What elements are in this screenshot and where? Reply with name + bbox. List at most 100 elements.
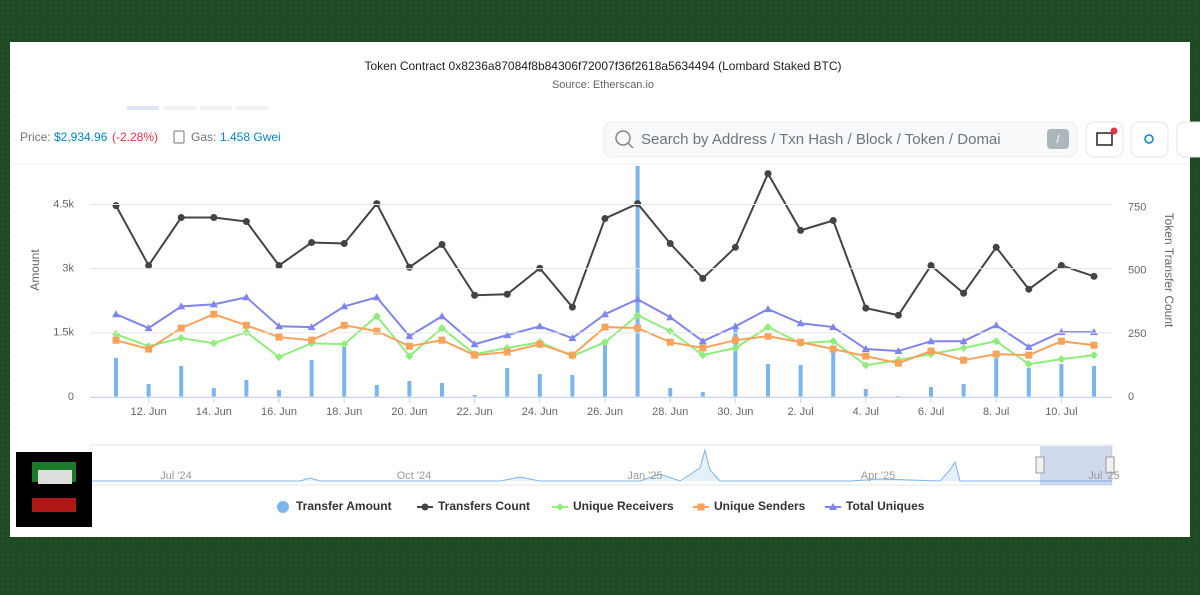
marker [797,338,805,346]
title: Token Contract 0x8236a87084f8b84306f7200… [364,59,841,73]
x-tick-label: 8. Jul [983,406,1009,418]
marker [992,350,1000,358]
x-tick-label: 30. Jun [717,406,753,418]
tab [164,106,196,110]
marker [894,359,902,367]
marker [1090,272,1098,280]
navigator-sparkline [90,448,1112,482]
x-tick-label: 24. Jun [522,406,558,418]
marker [634,324,642,332]
x-tick-label: 6. Jul [918,406,944,418]
marker [960,289,968,297]
navigator-selection[interactable] [1040,446,1112,485]
y2-tick-label: 750 [1128,202,1146,214]
marker [601,310,609,318]
legend-symbol [421,503,429,511]
marker [340,240,348,248]
bar [603,341,607,397]
marker [405,332,414,340]
theme-button[interactable] [1130,121,1169,158]
marker [1090,351,1098,360]
marker [1090,341,1098,349]
y-tick-label: 3k [62,263,74,275]
marker [112,336,120,344]
marker [275,353,283,362]
marker [242,218,250,226]
marker [112,330,120,339]
marker [862,304,870,312]
marker [764,170,772,178]
marker [731,344,740,353]
marker [1024,343,1033,351]
marker [698,337,707,345]
bar [374,384,379,397]
bar [929,386,933,397]
marker [503,348,511,356]
marker [438,324,446,333]
marker [438,241,446,249]
search-box[interactable] [603,121,1078,158]
bar [277,389,281,397]
marker [242,328,251,337]
legend-symbol [829,503,837,510]
y2-tick-label: 0 [1128,391,1134,403]
bar [994,357,999,397]
marker [764,323,772,332]
bar [114,357,118,397]
marker [1057,328,1066,336]
y-tick-label: 4.5k [53,198,74,210]
marker [829,337,838,346]
marker [535,322,544,330]
legend-symbol [556,503,564,511]
marker [568,334,577,342]
marker [438,336,446,344]
marker [1057,337,1065,345]
marker [275,333,283,341]
marker [372,293,381,301]
bar [505,367,510,397]
marker [633,311,642,320]
navigator-label: Jul '25 [1088,470,1119,482]
marker [861,361,870,370]
navigator: Jul '24 Oct '24 Jan '25 Apr '25 Jul '25 [89,444,1120,486]
marker [242,321,250,329]
bar [440,382,444,397]
source: Source: Etherscan.io [552,79,654,91]
marker [633,295,642,303]
x-tick-label: 12. Jun [131,406,167,418]
marker [731,336,739,344]
overlay-logo-dots [32,462,76,512]
price: $2,934.96 [54,130,108,144]
bar [407,381,412,397]
bar [863,389,868,397]
marker [112,202,120,210]
marker [959,344,968,353]
price-label: Price: [20,130,51,144]
marker [307,323,316,331]
marker [666,338,674,346]
navigator-label: Jan '25 [627,470,662,482]
marker [698,351,707,360]
marker [209,339,218,348]
navigator-handle[interactable] [1035,456,1045,474]
bar [961,383,966,397]
search-placeholder: Search by Address / Txn Hash / Block / T… [641,131,1001,148]
marker [568,351,576,359]
bar [309,359,314,397]
marker [829,323,838,331]
marker [894,347,903,355]
marker [927,261,935,269]
marker [894,311,902,319]
marker [731,243,739,251]
menu-button[interactable] [1176,121,1200,158]
marker [470,340,479,348]
marker [210,214,218,222]
marker [373,327,381,335]
book-button[interactable] [1085,121,1124,158]
navigator-handle[interactable] [1105,456,1115,474]
marker [210,310,218,318]
marker [308,238,316,246]
marker [372,312,381,321]
x-tick-label: 10. Jul [1045,406,1077,418]
